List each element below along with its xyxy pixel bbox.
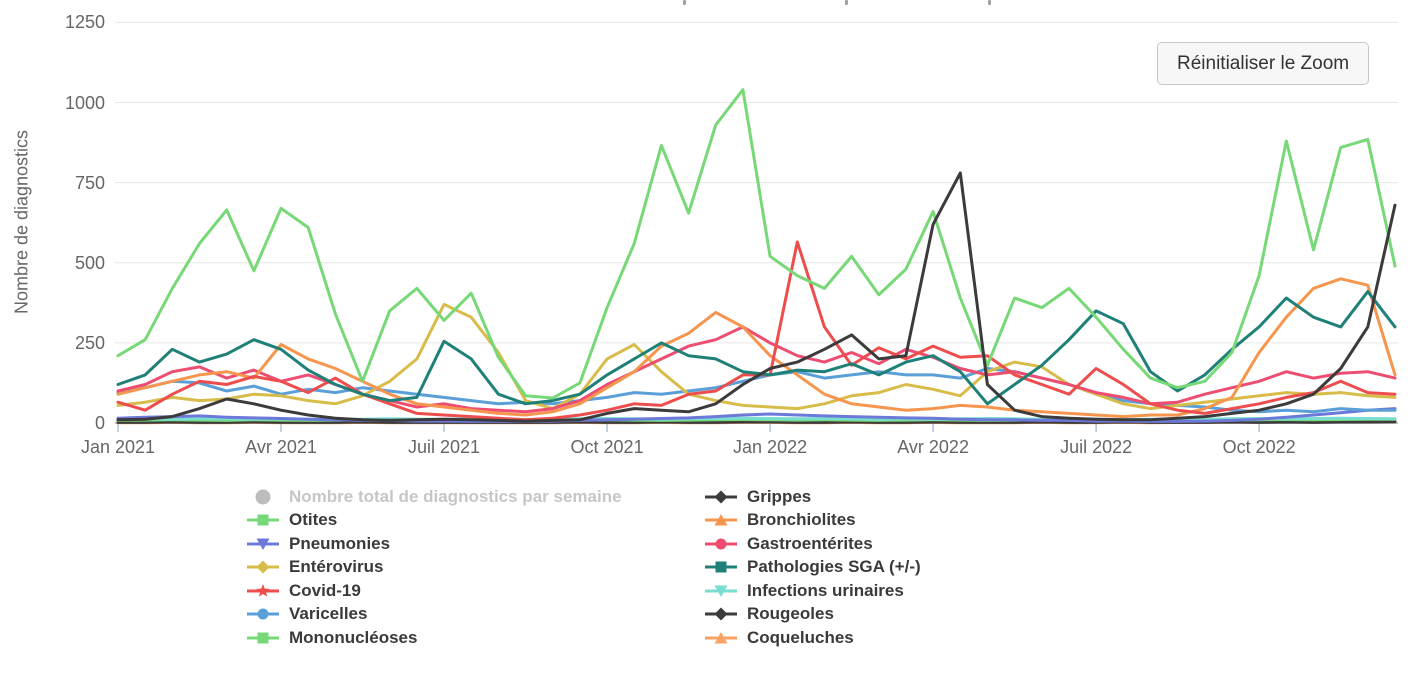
series-line-pathologies-sga — [116, 290, 1397, 406]
legend-marker-icon — [705, 607, 737, 621]
legend-item-infections-urinaires[interactable]: Infections urinaires — [704, 579, 921, 603]
legend-label: Varicelles — [289, 604, 368, 624]
legend-marker-icon — [705, 490, 737, 504]
clipped-title-fragment — [683, 0, 686, 5]
legend-marker-icon — [705, 631, 737, 644]
legend-marker-shape — [257, 608, 269, 620]
legend-label: Gastroentérites — [747, 533, 873, 553]
legend-item-rougeoles[interactable]: Rougeoles — [704, 603, 921, 627]
series-line-pneumonies — [116, 407, 1397, 423]
legend-marker-icon — [705, 514, 737, 526]
legend-item-gastroenterites[interactable]: Gastroentérites — [704, 532, 921, 556]
legend-label: Pneumonies — [289, 533, 391, 553]
series-line-grippes — [116, 171, 1397, 423]
legend-marker-shape — [256, 583, 270, 597]
legend-item-bronchiolites[interactable]: Bronchiolites — [704, 509, 921, 533]
legend-label: Entérovirus — [289, 557, 384, 577]
legend-marker-shape — [256, 538, 270, 550]
legend-label: Otites — [289, 510, 338, 530]
y-tick-label: 250 — [74, 332, 105, 353]
x-tick-label: Oct 2021 — [570, 437, 644, 457]
x-tick-label: Jan 2022 — [733, 437, 808, 457]
legend-marker-shape — [715, 561, 727, 573]
legend-marker-icon — [255, 489, 271, 505]
x-tick-label: Jan 2021 — [80, 437, 156, 457]
legend-item-pathologies-sga[interactable]: Pathologies SGA (+/-) — [704, 556, 921, 580]
clipped-title-fragment — [988, 0, 991, 5]
y-tick-label: 1000 — [64, 92, 105, 113]
legend-item-pneumonies[interactable]: Pneumonies — [246, 532, 622, 556]
legend-marker-shape — [714, 514, 728, 526]
legend-marker-shape — [715, 538, 727, 550]
y-tick-label: 0 — [94, 413, 105, 433]
legend-label: Mononucléoses — [289, 627, 418, 647]
legend-item-enterovirus[interactable]: Entérovirus — [246, 556, 622, 580]
legend-marker-shape — [714, 585, 728, 597]
legend-label: Coqueluches — [747, 627, 854, 647]
legend-marker-icon — [705, 561, 737, 573]
legend-marker-icon — [247, 538, 279, 550]
x-tick-label: Oct 2022 — [1222, 437, 1296, 457]
legend-item-mononucleoses[interactable]: Mononucléoses — [246, 626, 622, 650]
y-tick-label: 750 — [74, 172, 105, 193]
legend-item-coqueluches[interactable]: Coqueluches — [704, 626, 921, 650]
legend-label: Covid-19 — [289, 580, 361, 600]
reset-zoom-button[interactable]: Réinitialiser le Zoom — [1157, 42, 1370, 85]
legend-label: Nombre total de diagnostics par semaine — [289, 486, 622, 506]
legend-marker-shape — [714, 631, 728, 644]
legend-marker-shape — [257, 514, 269, 526]
legend-column-1: Nombre total de diagnostics par semaine … — [246, 485, 622, 650]
y-axis-title: Nombre de diagnostics — [11, 129, 32, 315]
legend-item-otites[interactable]: Otites — [246, 509, 622, 533]
legend-marker-shape — [255, 489, 271, 505]
legend-marker-shape — [714, 490, 728, 504]
legend-marker-icon — [705, 585, 737, 597]
legend-item-nombre-total-de-diagnostics-par-semaine[interactable]: Nombre total de diagnostics par semaine — [246, 485, 622, 509]
y-tick-label: 1250 — [64, 12, 105, 33]
legend-marker-shape — [256, 560, 270, 574]
legend-marker-icon — [705, 538, 737, 550]
x-tick-label: Avr 2021 — [245, 437, 317, 457]
series-line-bronchiolites — [116, 277, 1397, 419]
series-line-enterovirus — [116, 302, 1397, 411]
legend-label: Grippes — [747, 486, 812, 506]
legend-item-varicelles[interactable]: Varicelles — [246, 603, 622, 627]
legend-label: Infections urinaires — [747, 580, 904, 600]
legend-marker-icon — [247, 583, 279, 597]
legend-marker-shape — [257, 632, 269, 644]
legend-item-covid-19[interactable]: Covid-19 — [246, 579, 622, 603]
series-line-otites — [116, 88, 1397, 400]
legend-item-grippes[interactable]: Grippes — [704, 485, 921, 509]
y-tick-label: 500 — [74, 252, 105, 273]
legend-marker-icon — [247, 608, 279, 620]
chart-plot-area[interactable] — [0, 0, 1419, 472]
legend-marker-shape — [714, 607, 728, 621]
clipped-title-fragment — [845, 0, 848, 5]
x-tick-label: Avr 2022 — [897, 437, 969, 457]
legend-column-2: Grippes Bronchiolites Gastroentérites Pa… — [704, 485, 921, 650]
legend-label: Pathologies SGA (+/-) — [747, 557, 921, 577]
legend-marker-icon — [247, 560, 279, 574]
legend-label: Rougeoles — [747, 604, 834, 624]
x-tick-label: Juil 2021 — [408, 437, 481, 457]
legend-marker-icon — [247, 514, 279, 526]
legend-marker-icon — [247, 632, 279, 644]
legend-label: Bronchiolites — [747, 510, 856, 530]
x-tick-label: Juil 2022 — [1060, 437, 1133, 457]
